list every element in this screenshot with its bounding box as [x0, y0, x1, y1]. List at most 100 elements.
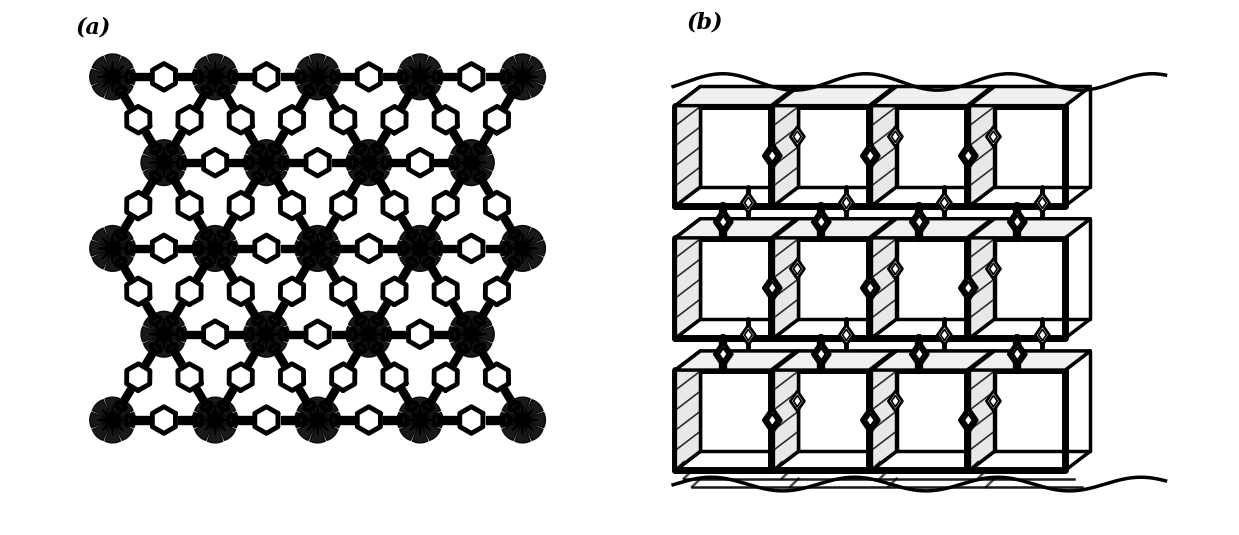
Polygon shape: [369, 163, 389, 183]
Polygon shape: [216, 77, 235, 97]
Polygon shape: [401, 415, 406, 425]
Polygon shape: [247, 163, 266, 183]
Polygon shape: [1036, 325, 1049, 345]
Polygon shape: [321, 85, 339, 109]
Polygon shape: [302, 62, 333, 92]
Polygon shape: [297, 420, 317, 440]
Polygon shape: [297, 57, 317, 77]
Polygon shape: [420, 420, 440, 440]
Polygon shape: [413, 77, 427, 100]
Polygon shape: [299, 243, 304, 254]
Polygon shape: [218, 257, 237, 281]
Polygon shape: [773, 370, 870, 470]
Polygon shape: [502, 420, 523, 440]
Polygon shape: [331, 72, 337, 82]
Polygon shape: [871, 351, 992, 370]
Polygon shape: [167, 146, 177, 152]
Polygon shape: [196, 415, 202, 425]
Polygon shape: [280, 157, 286, 168]
Polygon shape: [790, 259, 804, 279]
Polygon shape: [202, 403, 212, 410]
Polygon shape: [299, 72, 304, 82]
Polygon shape: [295, 241, 317, 256]
Polygon shape: [167, 302, 186, 326]
Polygon shape: [105, 54, 120, 77]
Polygon shape: [399, 257, 418, 281]
Polygon shape: [317, 412, 341, 427]
Polygon shape: [113, 69, 135, 85]
Polygon shape: [986, 391, 1000, 411]
Polygon shape: [196, 243, 202, 254]
Polygon shape: [229, 159, 254, 166]
Polygon shape: [471, 334, 492, 355]
Polygon shape: [475, 171, 493, 195]
Polygon shape: [356, 345, 366, 351]
Polygon shape: [321, 387, 339, 411]
Polygon shape: [523, 241, 545, 256]
Polygon shape: [151, 146, 160, 152]
Polygon shape: [302, 233, 333, 264]
Polygon shape: [105, 77, 120, 100]
Polygon shape: [969, 105, 1066, 206]
Polygon shape: [353, 147, 384, 178]
Polygon shape: [372, 302, 390, 326]
Polygon shape: [195, 77, 216, 97]
Text: (a): (a): [76, 17, 110, 39]
Polygon shape: [167, 173, 177, 180]
Polygon shape: [321, 403, 331, 410]
Polygon shape: [372, 130, 390, 154]
Polygon shape: [911, 342, 928, 366]
Polygon shape: [193, 387, 212, 411]
Polygon shape: [372, 146, 382, 152]
Polygon shape: [434, 415, 440, 425]
Polygon shape: [356, 317, 366, 324]
Polygon shape: [317, 77, 338, 97]
Polygon shape: [523, 57, 543, 77]
Polygon shape: [509, 403, 519, 410]
Polygon shape: [164, 155, 187, 170]
Polygon shape: [408, 231, 416, 239]
Polygon shape: [115, 257, 134, 281]
Polygon shape: [408, 403, 416, 410]
Polygon shape: [216, 420, 235, 440]
Polygon shape: [105, 420, 120, 443]
Polygon shape: [330, 416, 354, 424]
Polygon shape: [270, 146, 279, 152]
Polygon shape: [408, 403, 416, 410]
Polygon shape: [773, 87, 895, 105]
Polygon shape: [515, 397, 530, 420]
Polygon shape: [164, 326, 187, 342]
Polygon shape: [195, 400, 216, 420]
Polygon shape: [435, 159, 460, 166]
Polygon shape: [126, 243, 131, 254]
Polygon shape: [349, 329, 356, 340]
Polygon shape: [424, 257, 441, 281]
Polygon shape: [969, 87, 1090, 105]
Polygon shape: [773, 238, 870, 338]
Polygon shape: [502, 85, 519, 109]
Polygon shape: [317, 241, 341, 256]
Polygon shape: [675, 87, 700, 206]
Polygon shape: [773, 219, 895, 238]
Polygon shape: [115, 387, 134, 411]
Polygon shape: [475, 302, 493, 326]
Polygon shape: [207, 397, 223, 420]
Polygon shape: [296, 85, 315, 109]
Polygon shape: [259, 311, 274, 334]
Polygon shape: [523, 400, 543, 420]
Polygon shape: [113, 248, 133, 269]
Polygon shape: [207, 77, 223, 100]
Polygon shape: [969, 219, 1090, 238]
Polygon shape: [372, 171, 390, 195]
Polygon shape: [458, 345, 468, 351]
Polygon shape: [1009, 342, 1026, 366]
Polygon shape: [245, 342, 264, 366]
Polygon shape: [144, 163, 164, 183]
Polygon shape: [372, 317, 382, 324]
Polygon shape: [156, 163, 171, 186]
Polygon shape: [151, 345, 160, 351]
Polygon shape: [1009, 210, 1026, 234]
Polygon shape: [310, 226, 326, 248]
Polygon shape: [675, 370, 771, 470]
Polygon shape: [330, 73, 354, 80]
